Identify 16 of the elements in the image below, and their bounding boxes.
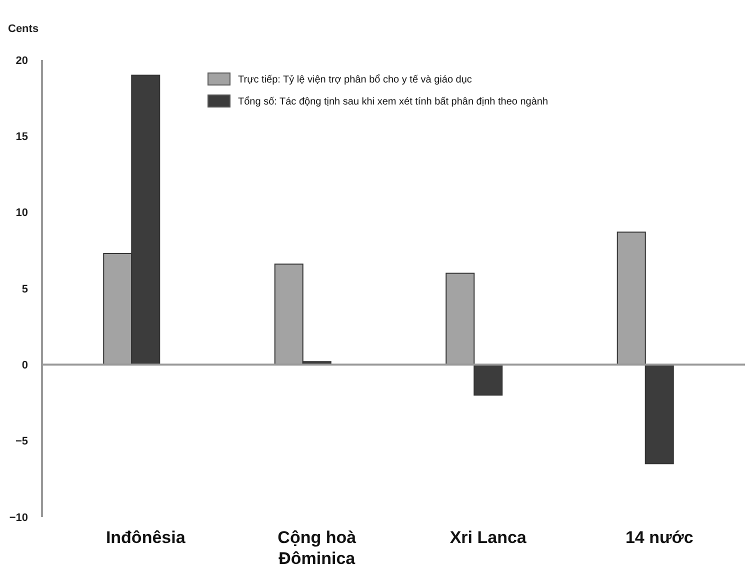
- y-tick-label: 5: [22, 283, 28, 296]
- legend-label: Trực tiếp: Tỷ lệ viện trợ phân bổ cho y tế và giáo dục: [238, 74, 472, 86]
- x-tick-label: Cộng hoà Đôminica: [278, 528, 357, 568]
- y-axis-title: Cents: [8, 23, 39, 35]
- legend-label: Tổng số: Tác động tịnh sau khi xem xét tính bất phân định theo ngành: [238, 96, 548, 108]
- y-tick-label: −5: [15, 436, 28, 448]
- x-tick-label: Xri Lanca: [450, 528, 527, 547]
- bar: [474, 364, 503, 396]
- bar: [644, 364, 674, 464]
- y-tick-label: −10: [9, 512, 28, 524]
- x-tick-label: Inđônêsia: [106, 528, 186, 547]
- y-tick-label: 10: [16, 207, 28, 220]
- y-tick-label: 15: [16, 131, 28, 144]
- y-tick-label: 20: [16, 54, 28, 67]
- x-tick-label: 14 nước: [625, 528, 694, 547]
- y-tick-label: 0: [22, 360, 28, 372]
